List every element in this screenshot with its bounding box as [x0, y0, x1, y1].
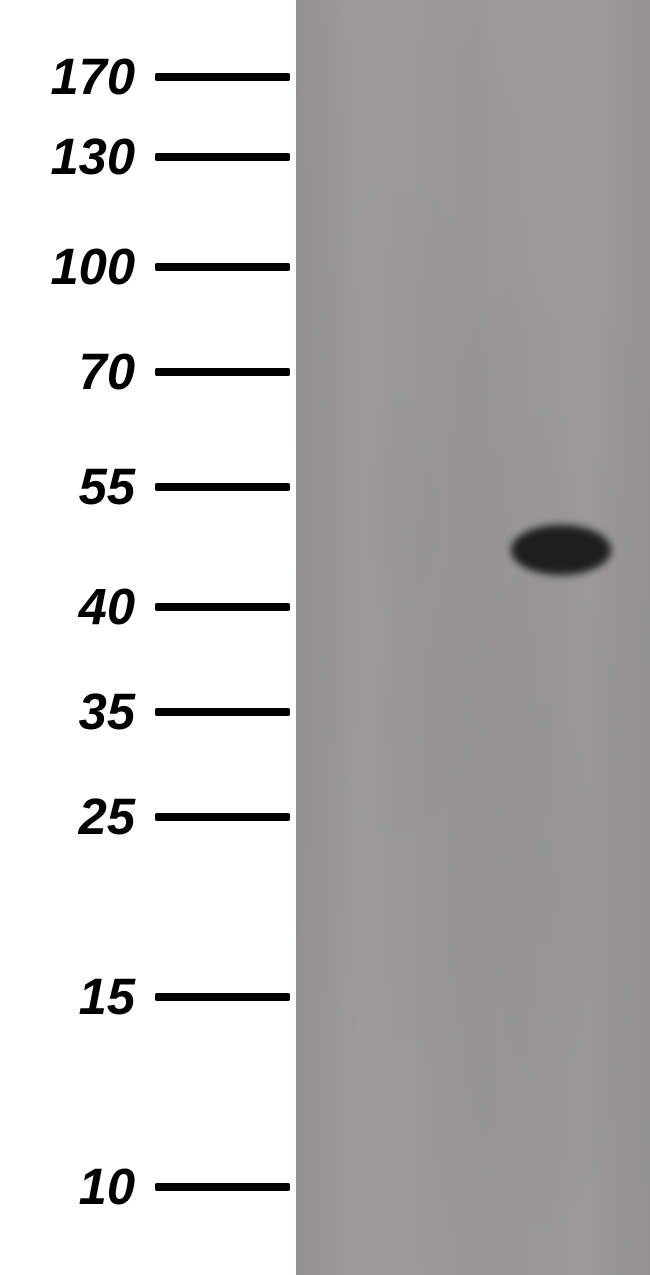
western-blot-figure: 170 130 100 70 55 40 35 25 — [0, 0, 650, 1275]
ladder-mark-10: 10 — [0, 1157, 290, 1216]
ladder-label: 55 — [15, 457, 155, 516]
ladder-mark-15: 15 — [0, 967, 290, 1026]
ladder-tick — [155, 603, 290, 611]
molecular-weight-ladder: 170 130 100 70 55 40 35 25 — [0, 0, 290, 1275]
ladder-tick — [155, 1183, 290, 1191]
ladder-mark-130: 130 — [0, 127, 290, 186]
ladder-tick — [155, 483, 290, 491]
ladder-tick — [155, 73, 290, 81]
ladder-label: 70 — [15, 342, 155, 401]
ladder-label: 130 — [15, 127, 155, 186]
ladder-label: 35 — [15, 682, 155, 741]
ladder-label: 10 — [15, 1157, 155, 1216]
blot-membrane — [296, 0, 650, 1275]
protein-band — [511, 525, 611, 575]
ladder-mark-70: 70 — [0, 342, 290, 401]
ladder-mark-25: 25 — [0, 787, 290, 846]
ladder-tick — [155, 708, 290, 716]
ladder-mark-40: 40 — [0, 577, 290, 636]
ladder-label: 40 — [15, 577, 155, 636]
ladder-label: 25 — [15, 787, 155, 846]
ladder-label: 100 — [15, 237, 155, 296]
ladder-label: 15 — [15, 967, 155, 1026]
ladder-tick — [155, 153, 290, 161]
ladder-tick — [155, 263, 290, 271]
ladder-mark-100: 100 — [0, 237, 290, 296]
ladder-label: 170 — [15, 47, 155, 106]
ladder-mark-35: 35 — [0, 682, 290, 741]
ladder-mark-170: 170 — [0, 47, 290, 106]
ladder-tick — [155, 993, 290, 1001]
ladder-tick — [155, 368, 290, 376]
ladder-tick — [155, 813, 290, 821]
ladder-mark-55: 55 — [0, 457, 290, 516]
